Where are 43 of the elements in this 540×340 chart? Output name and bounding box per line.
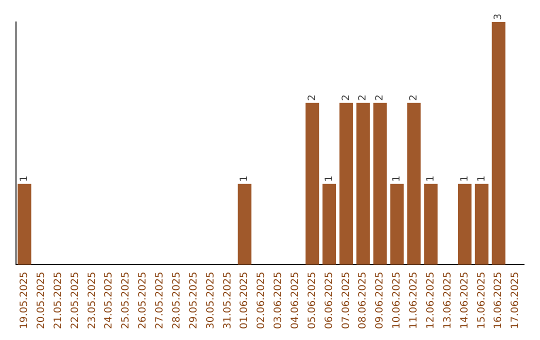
- data-label: 1: [324, 175, 335, 182]
- x-tick-label: 09.06.2025: [374, 272, 386, 330]
- x-tick-label: 27.05.2025: [154, 272, 166, 330]
- x-tick-label: 01.06.2025: [239, 272, 250, 330]
- data-label: 1: [19, 175, 30, 182]
- x-tick-label: 15.06.2025: [476, 272, 488, 330]
- data-label: 2: [408, 94, 420, 101]
- x-tick-label: 06.06.2025: [324, 272, 335, 330]
- x-tick-label: 12.06.2025: [425, 272, 436, 330]
- x-tick-label: 03.06.2025: [273, 272, 284, 330]
- x-tick-label: 30.05.2025: [205, 272, 216, 330]
- x-tick-label: 10.06.2025: [392, 272, 403, 330]
- x-tick-label: 05.06.2025: [306, 272, 318, 330]
- data-label: 2: [340, 94, 352, 101]
- x-tick-label: 19.05.2025: [19, 272, 30, 330]
- x-tick-label: 07.06.2025: [340, 272, 352, 330]
- x-tick-label: 21.05.2025: [52, 272, 64, 330]
- x-tick-label: 13.06.2025: [442, 272, 454, 330]
- x-tick-label: 04.06.2025: [290, 272, 301, 330]
- x-tick-label: 23.05.2025: [86, 272, 98, 330]
- data-label: 1: [392, 175, 403, 182]
- data-label: 1: [239, 175, 250, 182]
- x-tick-label: 08.06.2025: [358, 272, 369, 330]
- x-tick-label: 16.06.2025: [493, 272, 504, 330]
- x-tick-label: 31.05.2025: [222, 272, 234, 330]
- x-tick-label: 24.05.2025: [104, 272, 115, 330]
- x-tick-label: 11.06.2025: [408, 272, 420, 330]
- x-tick-label: 14.06.2025: [459, 272, 470, 330]
- data-label: 1: [476, 175, 488, 182]
- x-tick-label: 25.05.2025: [120, 272, 132, 330]
- data-label: 2: [374, 94, 386, 101]
- data-label: 2: [358, 94, 369, 101]
- x-tick-label: 28.05.2025: [171, 272, 182, 330]
- data-label: 2: [306, 94, 318, 101]
- x-tick-label: 22.05.2025: [70, 272, 81, 330]
- x-tick-label: 02.06.2025: [256, 272, 268, 330]
- data-label: 1: [459, 175, 470, 182]
- data-label: 1: [425, 175, 436, 182]
- x-tick-label: 17.06.2025: [510, 272, 522, 330]
- data-label: 3: [493, 14, 504, 20]
- x-tick-label: 26.05.2025: [138, 272, 149, 330]
- x-tick-label: 29.05.2025: [188, 272, 200, 330]
- x-tick-label: 20.05.2025: [36, 272, 47, 330]
